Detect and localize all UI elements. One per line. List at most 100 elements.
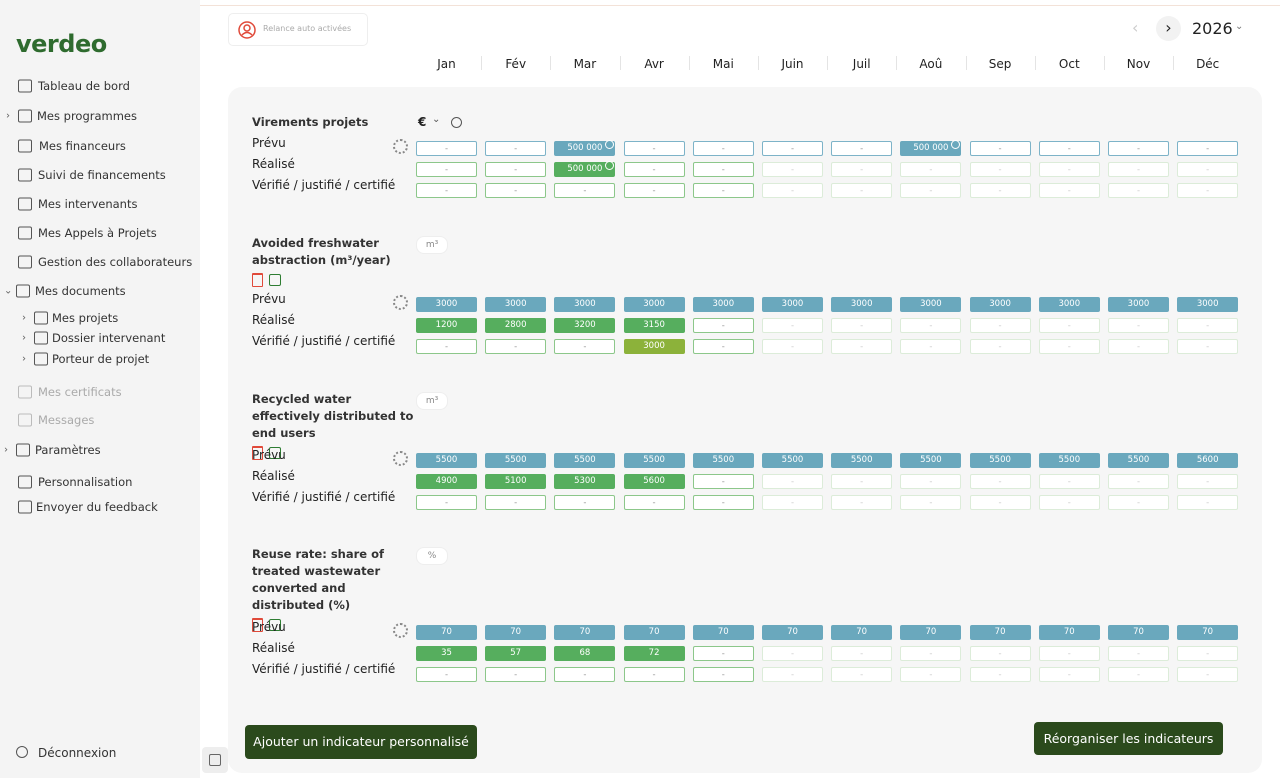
edit-icon[interactable] (269, 273, 281, 286)
value-cell[interactable]: 35 (416, 646, 477, 661)
nav-item[interactable]: Suivi de financements (38, 168, 166, 182)
nav-item[interactable]: Mes documents (35, 284, 126, 298)
value-cell[interactable]: 70 (554, 625, 616, 640)
value-cell[interactable]: 3000 (485, 297, 547, 312)
value-cell[interactable]: - (623, 667, 685, 682)
value-cell[interactable]: 3000 (623, 297, 685, 312)
value-cell[interactable]: 3000 (1038, 297, 1100, 312)
value-cell[interactable]: - (416, 183, 477, 198)
value-cell[interactable]: 500 000 (554, 140, 616, 156)
value-cell[interactable]: - (831, 141, 893, 156)
nav-item[interactable]: Messages (38, 413, 95, 427)
prev-year[interactable]: ‹ (1132, 18, 1139, 37)
value-cell[interactable]: - (692, 667, 754, 682)
value-cell[interactable]: - (692, 495, 754, 510)
nav-item[interactable]: Envoyer du feedback (36, 500, 158, 514)
brand-logo[interactable]: verdeo (16, 30, 107, 58)
value-cell[interactable]: - (623, 162, 685, 177)
value-cell[interactable]: 3000 (692, 297, 754, 312)
value-cell[interactable]: - (762, 141, 823, 156)
value-cell[interactable]: 3000 (623, 339, 685, 354)
nav-item[interactable]: Mes programmes (37, 109, 138, 123)
nav-item[interactable]: Mes Appels à Projets (38, 226, 157, 240)
edit-icon[interactable] (269, 618, 281, 631)
value-cell[interactable]: - (692, 318, 754, 333)
value-cell[interactable]: - (416, 495, 477, 510)
value-cell[interactable]: - (1177, 141, 1239, 156)
value-cell[interactable]: - (623, 141, 685, 156)
nav-item[interactable]: Porteur de projet (52, 352, 150, 366)
nav-item[interactable]: Tableau de bord (38, 79, 130, 93)
value-cell[interactable]: - (485, 141, 547, 156)
value-cell[interactable]: - (416, 141, 477, 156)
value-cell[interactable]: - (623, 183, 685, 198)
value-cell[interactable]: 68 (554, 646, 616, 661)
value-cell[interactable]: 5500 (485, 453, 547, 468)
value-cell[interactable]: 3200 (554, 318, 616, 333)
value-cell[interactable]: - (623, 495, 685, 510)
value-cell[interactable]: 5500 (900, 453, 962, 468)
value-cell[interactable]: - (485, 667, 547, 682)
value-cell[interactable]: - (692, 141, 754, 156)
value-cell[interactable]: 3000 (554, 297, 616, 312)
value-cell[interactable]: 70 (969, 625, 1031, 640)
value-cell[interactable]: 5600 (1177, 453, 1239, 468)
value-cell[interactable]: - (485, 183, 547, 198)
reorder-button[interactable]: Réorganiser les indicateurs (1034, 722, 1223, 755)
nav-item[interactable]: Dossier intervenant (52, 331, 166, 345)
settings-icon[interactable] (393, 623, 408, 638)
value-cell[interactable]: 5500 (1108, 453, 1169, 468)
delete-icon[interactable] (252, 445, 263, 460)
value-cell[interactable]: 1200 (416, 318, 477, 333)
value-cell[interactable]: 3000 (1177, 297, 1239, 312)
value-cell[interactable]: 4900 (416, 474, 477, 489)
value-cell[interactable]: 5500 (623, 453, 685, 468)
value-cell[interactable]: - (969, 141, 1031, 156)
value-cell[interactable]: 5100 (485, 474, 547, 489)
value-cell[interactable]: 70 (623, 625, 685, 640)
value-cell[interactable]: - (416, 162, 477, 177)
value-cell[interactable]: - (692, 162, 754, 177)
value-cell[interactable]: 3000 (416, 297, 477, 312)
year-select[interactable]: 2026 (1192, 19, 1233, 38)
delete-icon[interactable] (252, 272, 263, 287)
value-cell[interactable]: 70 (416, 625, 477, 640)
add-indicator-button[interactable]: Ajouter un indicateur personnalisé (245, 725, 477, 759)
value-cell[interactable]: 70 (831, 625, 893, 640)
value-cell[interactable]: 3150 (623, 318, 685, 333)
value-cell[interactable]: - (554, 339, 616, 354)
value-cell[interactable]: - (485, 339, 547, 354)
value-cell[interactable]: 5500 (762, 453, 823, 468)
value-cell[interactable]: - (554, 183, 616, 198)
value-cell[interactable]: 3000 (1108, 297, 1169, 312)
value-cell[interactable]: 70 (762, 625, 823, 640)
value-cell[interactable]: 70 (1108, 625, 1169, 640)
value-cell[interactable]: 70 (485, 625, 547, 640)
value-cell[interactable]: 5500 (554, 453, 616, 468)
value-cell[interactable]: 5600 (623, 474, 685, 489)
value-cell[interactable]: - (692, 646, 754, 661)
value-cell[interactable]: 3000 (762, 297, 823, 312)
currency-select[interactable]: € (418, 115, 427, 129)
value-cell[interactable]: 57 (485, 646, 547, 661)
value-cell[interactable]: - (554, 667, 616, 682)
value-cell[interactable]: 5500 (1038, 453, 1100, 468)
next-year[interactable]: › (1156, 16, 1181, 41)
nav-item[interactable]: Personnalisation (38, 475, 133, 489)
value-cell[interactable]: - (554, 495, 616, 510)
edit-icon[interactable] (269, 446, 281, 459)
nav-item[interactable]: Mes intervenants (38, 197, 138, 211)
value-cell[interactable]: 5500 (692, 453, 754, 468)
value-cell[interactable]: - (416, 339, 477, 354)
value-cell[interactable]: 5500 (416, 453, 477, 468)
value-cell[interactable]: - (692, 474, 754, 489)
settings-icon[interactable] (393, 451, 408, 466)
collapse-sidebar[interactable] (202, 747, 228, 773)
delete-icon[interactable] (252, 617, 263, 632)
value-cell[interactable]: 5500 (969, 453, 1031, 468)
settings-icon[interactable] (393, 139, 408, 154)
nav-item[interactable]: Mes projets (52, 311, 119, 325)
value-cell[interactable]: 70 (900, 625, 962, 640)
value-cell[interactable]: 3000 (900, 297, 962, 312)
value-cell[interactable]: 70 (1038, 625, 1100, 640)
